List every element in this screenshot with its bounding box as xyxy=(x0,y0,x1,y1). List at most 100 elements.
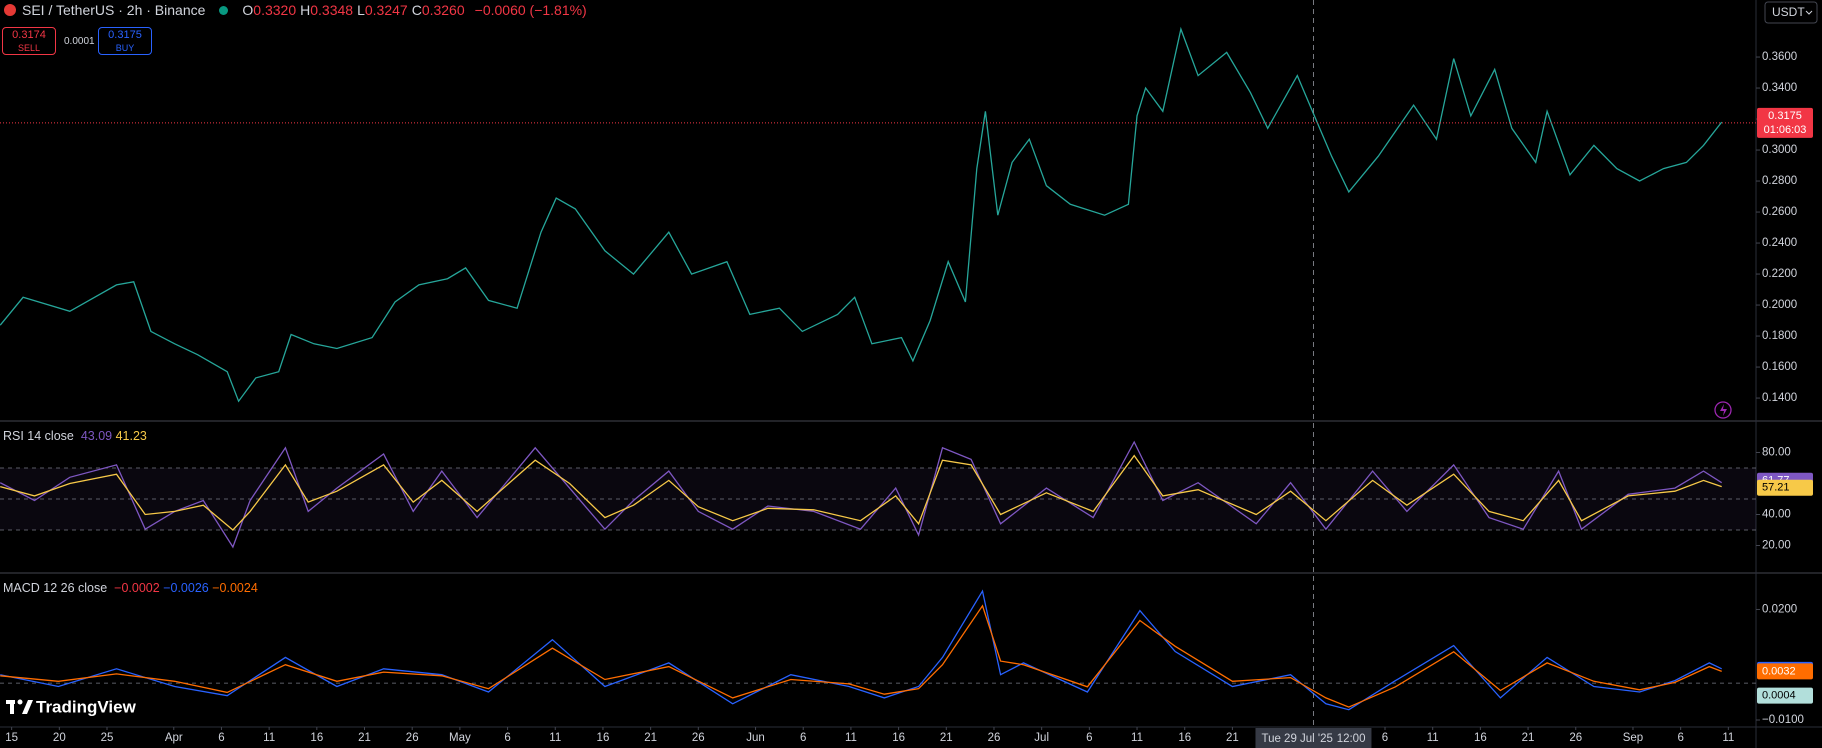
last-value-badge: 0.0032 xyxy=(1762,665,1796,677)
x-tick-label: 11 xyxy=(1427,732,1439,744)
alert-icon[interactable] xyxy=(1714,401,1732,419)
buy-price: 0.3175 xyxy=(108,29,142,41)
crosshair-label-bg xyxy=(1255,728,1372,748)
x-tick-label: 11 xyxy=(549,732,561,744)
macd-signal-value: −0.0024 xyxy=(212,581,258,595)
x-tick-label: 26 xyxy=(988,732,1001,744)
x-tick-label: 26 xyxy=(692,732,705,744)
status-dot xyxy=(219,5,229,15)
x-tick-label: 16 xyxy=(597,732,610,744)
x-tick-label: 11 xyxy=(845,732,857,744)
ohlc-value: 0.3348 xyxy=(310,2,354,18)
x-tick-label: Jun xyxy=(746,732,765,744)
ohlc-value: 0.3260 xyxy=(421,2,465,18)
y-tick-label: 0.2400 xyxy=(1762,237,1797,249)
x-tick-label: 16 xyxy=(1474,732,1487,744)
sell-price: 0.3174 xyxy=(12,29,46,41)
x-tick-label: 21 xyxy=(644,732,657,744)
histogram-badge: 0.0004 xyxy=(1762,690,1796,702)
ohlc-key: O xyxy=(242,2,254,18)
ohlc-key: C xyxy=(411,2,422,18)
x-tick-label: 6 xyxy=(504,732,510,744)
histogram-badge-bg xyxy=(1757,687,1813,704)
y-tick-label: 0.3600 xyxy=(1762,51,1797,63)
crosshair-date: Tue 29 Jul '25 xyxy=(1261,733,1332,745)
last-value-badge-bg xyxy=(1757,479,1813,496)
x-tick-label: 21 xyxy=(1226,732,1239,744)
series-line xyxy=(0,604,1722,708)
x-tick-label: 21 xyxy=(358,732,371,744)
ohlc-value: 0.3247 xyxy=(364,2,408,18)
series-line xyxy=(0,440,1723,549)
y-tick-label: 0.3000 xyxy=(1762,144,1797,156)
symbol[interactable]: SEI / TetherUS · 2h · Binance xyxy=(22,2,206,18)
x-tick-label: 26 xyxy=(406,732,419,744)
x-tick-label: Apr xyxy=(165,732,183,744)
x-tick-label: 21 xyxy=(1522,732,1535,744)
y-tick-label: −0.0100 xyxy=(1762,714,1804,726)
x-tick-label: 20 xyxy=(53,732,66,744)
logo xyxy=(6,699,33,714)
series-line xyxy=(0,26,1723,403)
x-tick-label: 6 xyxy=(1086,732,1092,744)
ohlc-key: L xyxy=(357,2,365,18)
ohlc-value: 0.3320 xyxy=(253,2,297,18)
y-tick-label: 20.00 xyxy=(1762,540,1791,552)
rsi-value: 43.09 xyxy=(80,429,113,443)
change: −0.0060 (−1.81%) xyxy=(474,2,587,18)
series-line xyxy=(0,454,1722,531)
symbol-icon xyxy=(4,4,16,16)
x-tick-label: 15 xyxy=(5,732,18,744)
x-tick-label: Sep xyxy=(1623,732,1643,744)
sell-label: SELL xyxy=(17,43,41,53)
macd-legend: MACD 12 26 close −0.0002 −0.0026 −0.0024 xyxy=(3,581,258,595)
symbol-header: SEI / TetherUS · 2h · Binance O0.3320 H0.… xyxy=(4,2,587,18)
x-tick-label: 6 xyxy=(1677,732,1683,744)
macd-hist-value: −0.0002 xyxy=(114,581,160,595)
ohlc-key: H xyxy=(300,2,311,18)
x-tick-label: 6 xyxy=(800,732,806,744)
last-value-badge-bg xyxy=(1757,663,1813,680)
x-tick-label: 11 xyxy=(1722,732,1734,744)
y-tick-label: 0.1400 xyxy=(1762,392,1797,404)
x-tick-label: 26 xyxy=(1569,732,1582,744)
x-tick-label: Jul xyxy=(1034,732,1049,744)
currency-button[interactable] xyxy=(1764,1,1818,24)
last-price-label: 0.3175 xyxy=(1768,110,1802,122)
rsi-ma-value: 41.23 xyxy=(115,429,147,443)
x-tick-label: May xyxy=(449,732,471,744)
sell-button[interactable]: 0.3174 SELL xyxy=(2,27,56,55)
band xyxy=(0,467,1756,530)
last-price-bg xyxy=(1757,107,1813,138)
y-tick-label: 0.2800 xyxy=(1762,175,1797,187)
chevron xyxy=(1805,10,1813,15)
x-tick-label: 21 xyxy=(940,732,953,744)
rsi-label: RSI 14 close xyxy=(3,429,74,443)
x-tick-label: 6 xyxy=(218,732,224,744)
y-tick-label: 0.2000 xyxy=(1762,299,1797,311)
x-tick-label: 16 xyxy=(892,732,905,744)
y-tick-label: 40.00 xyxy=(1762,509,1791,521)
x-tick-label: 6 xyxy=(1382,732,1388,744)
countdown: 01:06:03 xyxy=(1764,124,1807,136)
crosshair-time: 12:00 xyxy=(1337,733,1366,745)
ohlc: O0.3320 H0.3348 L0.3247 C0.3260 xyxy=(242,2,468,18)
buy-label: BUY xyxy=(115,43,135,53)
last-value-badge: 57.21 xyxy=(1762,482,1790,494)
currency-label: USDT xyxy=(1772,5,1805,19)
macd-value: −0.0026 xyxy=(163,581,209,595)
y-tick-label: 0.1800 xyxy=(1762,330,1797,342)
x-tick-label: 25 xyxy=(101,732,114,744)
buy-button[interactable]: 0.3175 BUY xyxy=(98,27,152,55)
x-tick-label: 11 xyxy=(263,732,275,744)
rsi-legend: RSI 14 close 43.09 41.23 xyxy=(3,429,147,443)
macd-label: MACD 12 26 close xyxy=(3,581,108,595)
y-tick-label: 0.1600 xyxy=(1762,361,1797,373)
y-tick-label: 0.3400 xyxy=(1762,82,1797,94)
y-tick-label: 80.00 xyxy=(1762,447,1791,459)
x-tick-label: 16 xyxy=(310,732,323,744)
x-tick-label: 11 xyxy=(1131,732,1143,744)
x-tick-label: 16 xyxy=(1178,732,1191,744)
y-tick-label: 0.2600 xyxy=(1762,206,1797,218)
